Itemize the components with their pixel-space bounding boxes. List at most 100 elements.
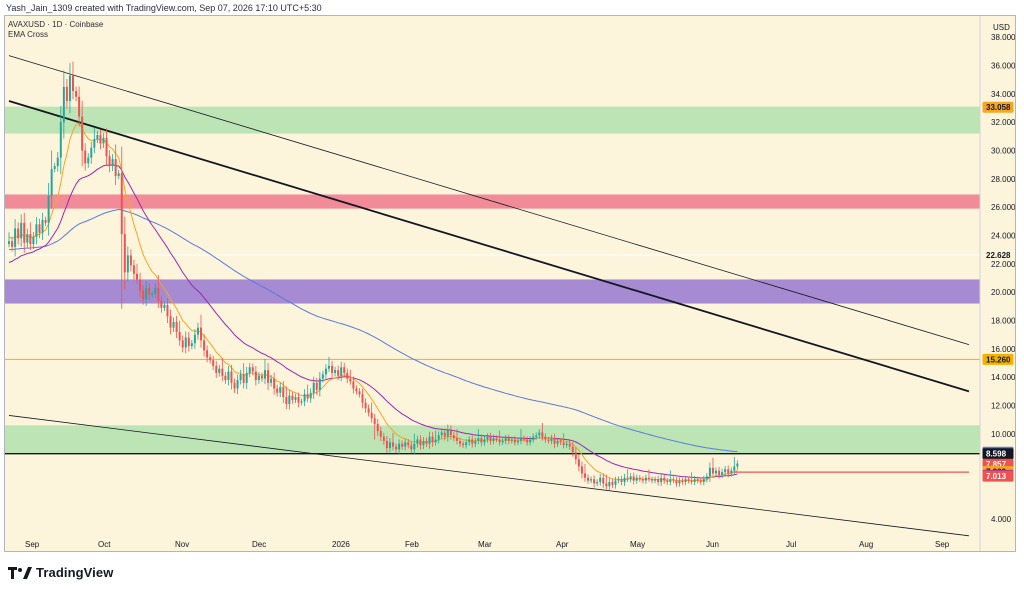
candle-body xyxy=(90,147,93,158)
candle-body xyxy=(294,397,297,400)
candle-body xyxy=(29,234,32,245)
candle-body xyxy=(227,371,230,381)
x-tick-label: Sep xyxy=(25,540,40,549)
candle-body xyxy=(50,168,53,196)
candle-body xyxy=(315,382,318,390)
y-tick-label: 30.000 xyxy=(991,147,1015,156)
candle-body xyxy=(367,408,370,413)
chart-area[interactable]: USD 4.000 10.000 12.000 14.000 16.000 18.000 20… xyxy=(4,15,1016,552)
candle-body xyxy=(416,439,419,444)
candle-body xyxy=(486,436,489,440)
candle-body xyxy=(114,159,117,177)
candle-body xyxy=(596,482,599,484)
candle-body xyxy=(139,279,142,291)
candle-body xyxy=(474,440,477,444)
candle-body xyxy=(651,479,654,481)
candle-body xyxy=(523,438,526,440)
candle-body xyxy=(123,234,126,273)
candle-body xyxy=(516,440,519,443)
candle-body xyxy=(455,438,458,441)
candle-body xyxy=(312,382,315,393)
candle-body xyxy=(346,372,349,379)
candle-body xyxy=(157,287,160,301)
zone-green-upper xyxy=(5,106,980,134)
candle-body xyxy=(199,327,202,341)
candle-body xyxy=(635,477,638,481)
candle-body xyxy=(550,438,553,441)
candle-body xyxy=(715,470,718,474)
candle-body xyxy=(657,479,660,483)
symbol-title: AVAXUSD · 1D · Coinbase xyxy=(8,20,104,29)
candle-body xyxy=(178,331,181,341)
x-tick-label: Aug xyxy=(859,540,873,549)
candle-body xyxy=(647,477,650,480)
candle-body xyxy=(41,219,44,233)
y-tick-label: 16.000 xyxy=(991,345,1015,354)
candle-body xyxy=(239,374,242,381)
candle-body xyxy=(559,440,562,443)
candle-body xyxy=(14,228,17,247)
candle-body xyxy=(175,321,178,332)
candle-body xyxy=(373,418,376,424)
y-tick-label: 20.000 xyxy=(991,288,1015,297)
candle-body xyxy=(623,477,626,483)
candle-body xyxy=(203,340,206,351)
candle-body xyxy=(580,466,583,474)
candle-body xyxy=(404,442,407,447)
x-tick-label: Jul xyxy=(786,540,796,549)
candle-body xyxy=(480,438,483,443)
x-tick-label: Nov xyxy=(175,540,189,549)
candle-body xyxy=(236,380,239,389)
candle-body xyxy=(626,477,629,480)
trendline-lower-channel xyxy=(8,415,970,537)
candle-body xyxy=(718,470,721,475)
candle-body xyxy=(428,436,431,444)
candle-body xyxy=(379,431,382,437)
candle-body xyxy=(71,75,74,92)
x-tick-label: Sep xyxy=(935,540,950,549)
candle-body xyxy=(660,477,663,483)
candle-body xyxy=(23,222,26,243)
candle-body xyxy=(526,439,529,443)
candle-body xyxy=(300,401,303,403)
candle-body xyxy=(510,439,513,441)
candle-body xyxy=(184,337,187,348)
candle-body xyxy=(462,443,465,446)
indicator-line-ema-fast xyxy=(8,122,738,482)
indicator-label[interactable]: EMA Cross xyxy=(8,30,49,39)
candle-body xyxy=(297,397,300,403)
y-tick-label: 14.000 xyxy=(991,373,1015,382)
candle-body xyxy=(644,477,647,481)
candle-body xyxy=(721,472,724,475)
y-tick-label: 10.000 xyxy=(991,430,1015,439)
candle-body xyxy=(361,394,364,403)
candle-body xyxy=(446,429,449,437)
candle-body xyxy=(699,480,702,483)
chart-canvas[interactable]: USD 4.000 10.000 12.000 14.000 16.000 18.000 20… xyxy=(5,16,1015,551)
candle-body xyxy=(385,440,388,449)
candle-body xyxy=(632,476,635,481)
candle-body xyxy=(513,439,516,443)
y-tick-label: 36.000 xyxy=(991,62,1015,71)
candle-body xyxy=(87,157,90,164)
candle-body xyxy=(151,293,154,296)
candle-body xyxy=(254,371,257,381)
candle-body xyxy=(672,479,675,481)
candle-body xyxy=(334,370,337,373)
candle-body xyxy=(224,375,227,381)
candle-body xyxy=(276,388,279,393)
candle-body xyxy=(343,367,346,373)
candle-body xyxy=(605,483,608,487)
candle-body xyxy=(437,435,440,440)
x-tick-label: Oct xyxy=(98,540,111,549)
tradingview-brand[interactable]: TradingView xyxy=(8,565,113,580)
candle-body xyxy=(388,442,391,449)
candle-body xyxy=(593,479,596,484)
candle-body xyxy=(306,394,309,399)
candle-body xyxy=(504,438,507,441)
y-tick-label: 34.000 xyxy=(991,90,1015,99)
candle-body xyxy=(78,96,81,117)
candle-body xyxy=(148,287,151,296)
chart-credit: Yash_Jain_1309 created with TradingView.… xyxy=(6,3,322,13)
price-tag-label: 33.058 xyxy=(986,103,1011,112)
